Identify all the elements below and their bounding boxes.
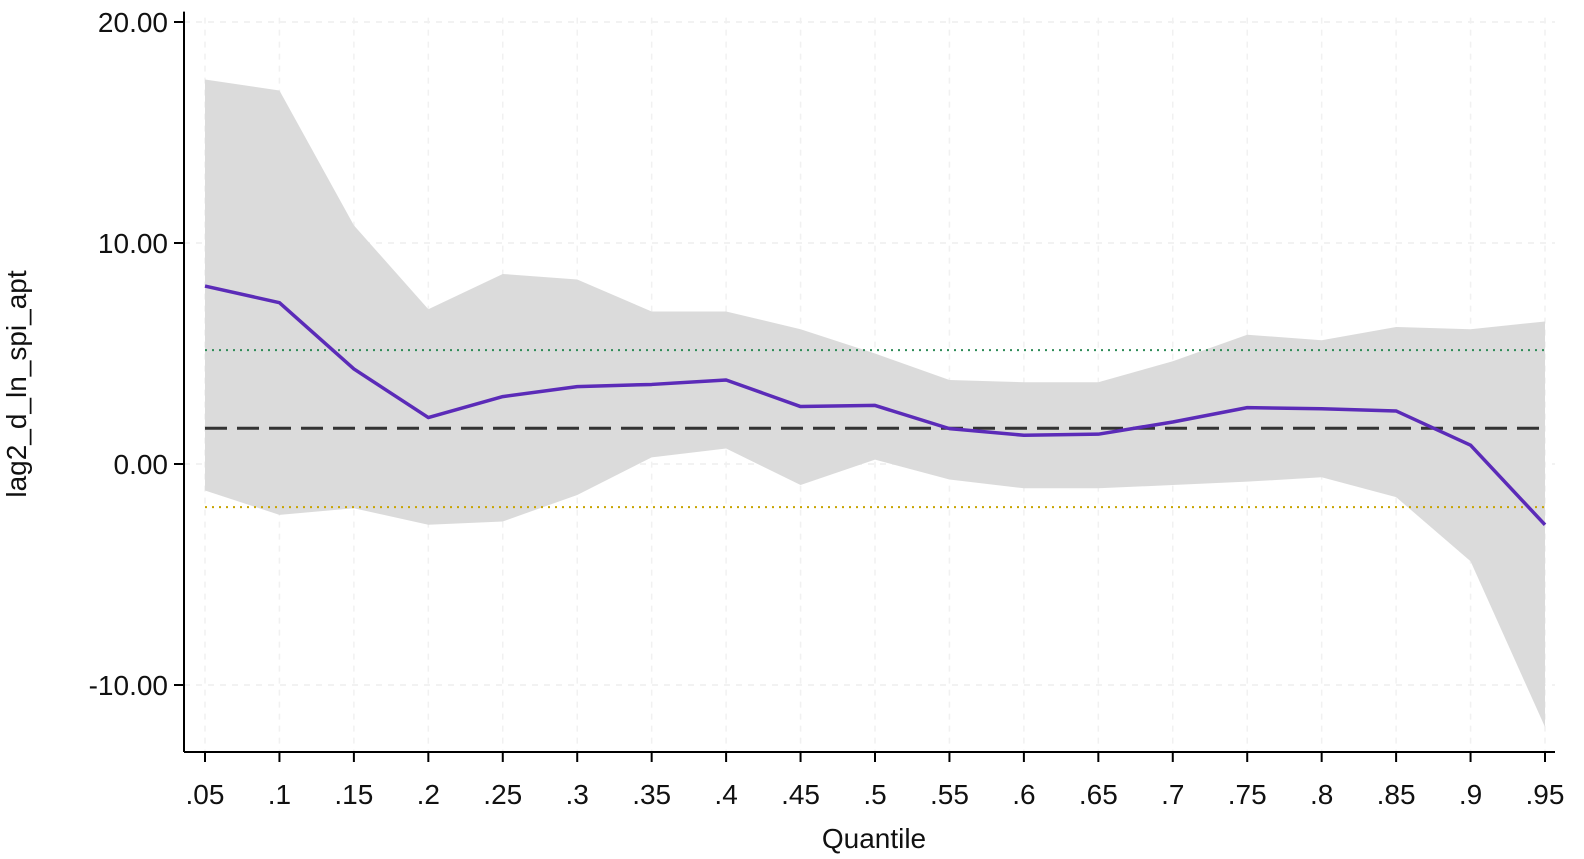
x-tick-label-18: .95 xyxy=(1526,779,1565,810)
series-line-0 xyxy=(204,284,1547,526)
x-axis-ticks: .05 .1 .15 .2 .25 .3 .35 .4 .45 .5 .55 .6 .65 .7 .75 .8… xyxy=(186,752,1565,810)
x-tick-label-2: .15 xyxy=(334,779,373,810)
x-tick-label-16: .85 xyxy=(1377,779,1416,810)
x-tick-label-9: .5 xyxy=(863,779,886,810)
series-lines xyxy=(204,284,1547,526)
x-tick-label-10: .55 xyxy=(930,779,969,810)
x-tick-label-4: .25 xyxy=(483,779,522,810)
y-axis-title: lag2_d_ln_spi_apt xyxy=(1,270,32,498)
x-tick-label-14: .75 xyxy=(1228,779,1267,810)
x-tick-label-7: .4 xyxy=(714,779,737,810)
grid-lines xyxy=(184,17,1555,752)
confidence-band-area xyxy=(205,79,1545,727)
x-tick-label-3: .2 xyxy=(417,779,440,810)
x-tick-label-5: .3 xyxy=(566,779,589,810)
x-tick-label-8: .45 xyxy=(781,779,820,810)
y-axis-ticks: -10.00 0.00 10.00 20.00 xyxy=(89,7,184,701)
x-tick-label-12: .65 xyxy=(1079,779,1118,810)
x-tick-label-11: .6 xyxy=(1012,779,1035,810)
x-tick-label-13: .7 xyxy=(1161,779,1184,810)
axes xyxy=(183,11,1555,753)
x-axis-title: Quantile xyxy=(822,823,926,854)
y-tick-label-3: 20.00 xyxy=(98,7,168,38)
x-tick-label-17: .9 xyxy=(1459,779,1482,810)
x-tick-label-0: .05 xyxy=(186,779,225,810)
y-tick-label-0: -10.00 xyxy=(89,670,168,701)
y-tick-label-2: 10.00 xyxy=(98,228,168,259)
x-tick-label-15: .8 xyxy=(1310,779,1333,810)
y-tick-label-1: 0.00 xyxy=(114,449,169,480)
x-tick-label-1: .1 xyxy=(268,779,291,810)
confidence-band xyxy=(205,79,1545,727)
x-tick-label-6: .35 xyxy=(632,779,671,810)
